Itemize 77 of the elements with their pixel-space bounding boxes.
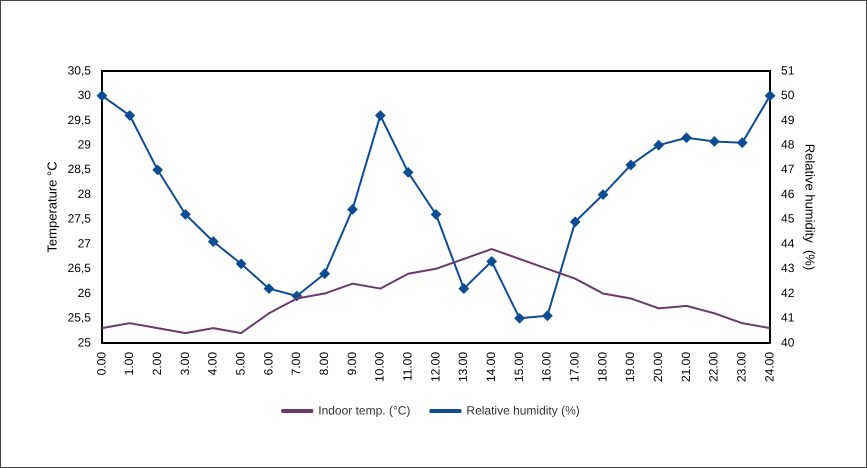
point bbox=[152, 164, 163, 175]
point bbox=[486, 256, 497, 266]
point bbox=[654, 140, 664, 150]
y-tick-label: 29 bbox=[78, 137, 92, 152]
y-tick-label: 25 bbox=[78, 335, 92, 350]
point bbox=[431, 209, 442, 220]
y2-tick-label: 47 bbox=[781, 162, 795, 176]
y2-tick-label: 42 bbox=[781, 286, 795, 300]
x-tick-label: 5.00 bbox=[233, 352, 248, 376]
point bbox=[458, 284, 469, 294]
point bbox=[264, 284, 274, 294]
point bbox=[598, 190, 608, 200]
x-tick-label: 10.00 bbox=[372, 352, 387, 382]
point bbox=[626, 160, 636, 170]
point bbox=[570, 216, 580, 227]
x-tick-label: 11.00 bbox=[400, 352, 414, 382]
point bbox=[737, 138, 748, 148]
x-tick-label: 7.00 bbox=[289, 352, 304, 376]
y2-tick-label: 50 bbox=[781, 88, 795, 102]
y-tick-label: 30,5 bbox=[68, 63, 92, 78]
legend-label: Indoor temp. (°C) bbox=[318, 403, 410, 418]
y2-tick-label: 48 bbox=[781, 137, 795, 152]
y-tick-label: 28 bbox=[78, 186, 92, 201]
x-tick-label: 18.00 bbox=[595, 352, 610, 382]
y2-tick-label: 49 bbox=[781, 112, 795, 127]
x-tick-label: 14.00 bbox=[484, 352, 498, 382]
x-tick-label: 12.00 bbox=[428, 352, 442, 382]
x-tick-label: 2.00 bbox=[150, 352, 164, 376]
y2-tick-label: 43 bbox=[781, 261, 795, 276]
x-tick-label: 15.00 bbox=[512, 352, 526, 382]
y-tick-label: 27,5 bbox=[68, 212, 92, 226]
y-tick-label: 27 bbox=[78, 236, 92, 250]
point bbox=[542, 310, 552, 321]
point bbox=[124, 110, 135, 121]
x-tick-label: 0.00 bbox=[94, 352, 108, 376]
legend-label: Relative humidity (%) bbox=[466, 403, 580, 418]
point bbox=[765, 90, 776, 101]
point bbox=[236, 258, 246, 269]
y-axis-title: Temperature °C bbox=[44, 161, 60, 253]
point bbox=[180, 209, 190, 220]
x-tick-label: 17.00 bbox=[568, 352, 582, 382]
y2-axis-title: Relative humidity (%) bbox=[802, 144, 818, 270]
point bbox=[514, 313, 525, 324]
x-tick-label: 22.00 bbox=[706, 352, 721, 382]
y2-tick-label: 46 bbox=[781, 186, 795, 201]
x-tick-label: 19.00 bbox=[623, 352, 638, 382]
x-tick-label: 23.00 bbox=[734, 352, 749, 382]
y-tick-label: 26,5 bbox=[68, 261, 92, 276]
y-tick-label: 29,5 bbox=[68, 112, 92, 127]
point bbox=[682, 132, 692, 143]
point bbox=[208, 236, 218, 247]
x-tick-label: 20.00 bbox=[651, 352, 666, 382]
point bbox=[403, 167, 414, 178]
y-tick-label: 25,5 bbox=[68, 310, 92, 325]
x-tick-label: 24.00 bbox=[762, 352, 776, 382]
point bbox=[709, 136, 720, 146]
y-tick-label: 28,5 bbox=[68, 162, 92, 176]
y-tick-label: 30 bbox=[78, 88, 92, 102]
x-tick-label: 8.00 bbox=[316, 352, 331, 376]
point bbox=[96, 90, 107, 101]
y2-tick-label: 51 bbox=[781, 63, 795, 78]
x-tick-label: 4.00 bbox=[206, 352, 220, 376]
x-tick-label: 21.00 bbox=[678, 352, 693, 382]
x-tick-label: 13.00 bbox=[456, 352, 470, 382]
y2-tick-label: 45 bbox=[781, 212, 795, 226]
x-tick-label: 3.00 bbox=[178, 352, 192, 376]
point bbox=[347, 204, 358, 214]
x-tick-label: 1.00 bbox=[122, 352, 136, 376]
point bbox=[375, 110, 386, 121]
point bbox=[320, 268, 330, 279]
y2-tick-label: 40 bbox=[781, 335, 795, 350]
x-tick-label: 9.00 bbox=[344, 352, 359, 376]
x-tick-label: 6.00 bbox=[261, 352, 276, 376]
x-tick-label: 16.00 bbox=[540, 352, 554, 382]
y-tick-label: 26 bbox=[78, 286, 92, 300]
y2-tick-label: 41 bbox=[781, 310, 795, 325]
y2-tick-label: 44 bbox=[781, 236, 795, 250]
